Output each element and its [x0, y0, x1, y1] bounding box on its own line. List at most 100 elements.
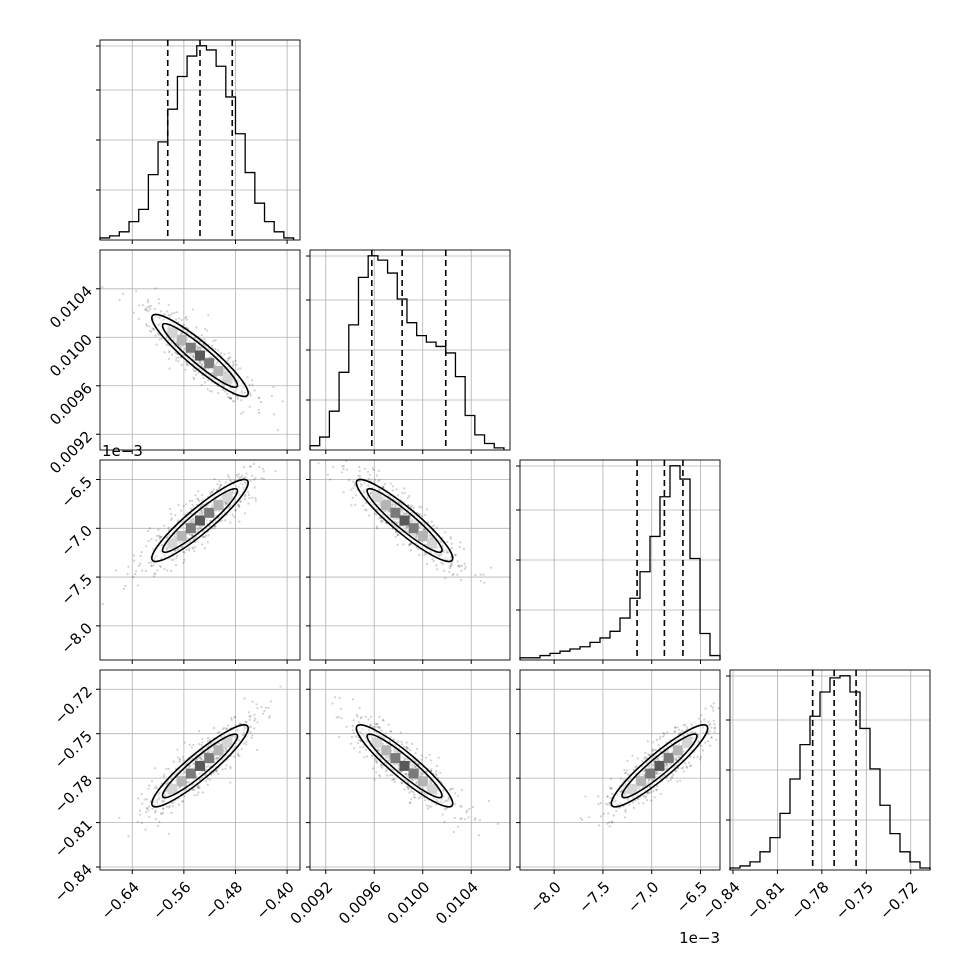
y-tick-label: 0.0104	[46, 282, 96, 332]
sample-point	[158, 317, 161, 320]
sample-point	[631, 754, 634, 757]
sample-point	[161, 800, 164, 803]
sample-point	[172, 338, 175, 341]
sample-point	[221, 513, 224, 516]
sample-point	[425, 770, 429, 773]
sample-point	[644, 756, 647, 759]
sample-point	[422, 528, 425, 532]
sample-point	[183, 789, 186, 792]
sample-point	[453, 816, 456, 820]
sample-point	[182, 354, 185, 357]
sample-point	[326, 473, 329, 476]
sample-point	[362, 491, 366, 494]
sample-point	[218, 756, 221, 759]
density-cell	[167, 327, 178, 338]
sample-point	[611, 792, 614, 795]
sample-point	[243, 697, 246, 700]
sample-point	[135, 290, 138, 293]
sample-point	[366, 755, 369, 758]
sample-point	[658, 737, 662, 741]
sample-point	[393, 505, 397, 508]
sample-point	[373, 778, 376, 781]
sample-point	[364, 748, 367, 752]
sample-point	[441, 801, 444, 804]
sample-point	[191, 499, 194, 502]
sample-point	[233, 400, 236, 403]
sample-point	[616, 793, 619, 796]
sample-point	[172, 558, 175, 561]
sample-point	[147, 787, 150, 790]
sample-point	[197, 346, 200, 350]
sample-point	[404, 773, 407, 776]
sample-point	[157, 302, 161, 305]
sample-point	[261, 467, 264, 470]
sample-point	[148, 325, 151, 328]
sample-point	[449, 536, 452, 539]
sample-point	[339, 707, 342, 710]
sample-point	[162, 800, 165, 804]
sample-point	[341, 453, 343, 455]
sample-point	[222, 385, 225, 388]
sample-point	[249, 392, 252, 395]
sample-point	[197, 346, 200, 350]
sample-point	[655, 738, 658, 742]
sample-point	[156, 801, 159, 804]
sample-point	[204, 765, 208, 768]
density-cell	[663, 753, 674, 764]
sample-point	[397, 762, 400, 765]
sample-point	[629, 776, 633, 780]
density-cell	[408, 768, 419, 779]
sample-point	[380, 519, 383, 522]
sample-point	[203, 338, 206, 341]
sample-point	[139, 562, 142, 565]
sample-point	[358, 480, 361, 483]
sample-point	[428, 805, 431, 808]
sample-point	[118, 298, 121, 302]
sample-point	[449, 565, 452, 568]
sample-point	[231, 489, 235, 492]
sample-point	[419, 772, 423, 775]
sample-point	[446, 540, 449, 544]
sample-point	[624, 790, 627, 793]
sample-point	[174, 564, 178, 567]
sample-point	[392, 778, 395, 781]
sample-point	[241, 483, 244, 486]
sample-point	[441, 788, 445, 791]
axes-frame	[309, 249, 511, 451]
sample-point	[199, 755, 202, 759]
contour-0	[151, 313, 249, 398]
sample-point	[220, 495, 223, 498]
sample-point	[680, 767, 683, 770]
sample-point	[396, 534, 399, 537]
sample-point	[183, 347, 186, 350]
sample-point	[448, 571, 451, 574]
sample-point	[391, 527, 394, 531]
sample-point	[379, 775, 382, 778]
sample-point	[361, 732, 364, 736]
sample-point	[149, 304, 152, 307]
sample-point	[179, 345, 182, 348]
sample-point	[204, 534, 207, 537]
sample-point	[190, 533, 193, 536]
sample-point	[624, 810, 627, 813]
sample-point	[410, 511, 414, 515]
sample-point	[234, 485, 237, 488]
sample-point	[174, 780, 178, 783]
sample-point	[206, 750, 209, 754]
sample-point	[403, 758, 406, 761]
sample-point	[317, 462, 320, 465]
axes-frame	[519, 459, 721, 661]
sample-point	[407, 747, 410, 750]
sample-point	[405, 741, 408, 744]
sample-point	[376, 527, 379, 530]
sample-point	[452, 573, 455, 576]
sample-point	[380, 735, 383, 739]
sample-point	[186, 780, 189, 783]
sample-point	[644, 796, 647, 799]
sample-point	[446, 550, 449, 553]
sample-point	[147, 809, 150, 812]
sample-point	[406, 786, 409, 789]
sample-point	[235, 388, 238, 391]
sample-point	[240, 393, 243, 396]
sample-point	[686, 766, 689, 769]
